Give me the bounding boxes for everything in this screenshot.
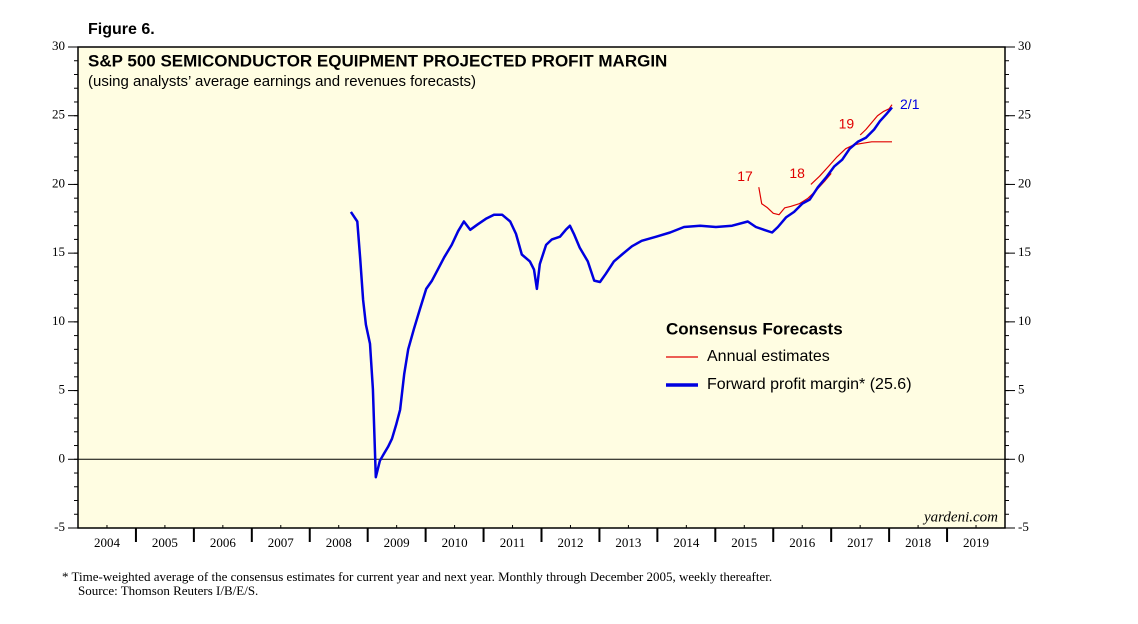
x-tick-label: 2018 (905, 535, 931, 550)
series-label: 18 (789, 165, 805, 181)
series-line (859, 104, 893, 136)
legend-title: Consensus Forecasts (666, 319, 843, 338)
x-tick-label: 2005 (152, 535, 178, 550)
y2-tick-label: 30 (1018, 38, 1031, 53)
footnote: * Time-weighted average of the consensus… (62, 569, 772, 584)
x-tick-label: 2015 (731, 535, 757, 550)
x-tick-label: 2008 (326, 535, 352, 550)
x-tick-label: 2016 (789, 535, 816, 550)
legend-label: Annual estimates (707, 348, 830, 365)
x-tick-label: 2019 (963, 535, 989, 550)
chart-title: S&P 500 SEMICONDUCTOR EQUIPMENT PROJECTE… (88, 51, 667, 70)
x-tick-label: 2014 (673, 535, 700, 550)
y2-tick-label: 0 (1018, 450, 1025, 465)
x-tick-label: 2009 (384, 535, 410, 550)
x-tick-label: 2012 (557, 535, 583, 550)
x-tick-label: 2017 (847, 535, 874, 550)
y2-tick-label: 10 (1018, 313, 1031, 328)
y2-tick-label: -5 (1018, 519, 1029, 534)
y-tick-label: 25 (52, 107, 65, 122)
x-tick-label: 2013 (615, 535, 641, 550)
x-tick-label: 2006 (210, 535, 237, 550)
x-tick-label: 2010 (442, 535, 468, 550)
y2-tick-label: 20 (1018, 175, 1031, 190)
y-tick-label: 30 (52, 38, 65, 53)
y-tick-label: 20 (52, 175, 65, 190)
series-line (810, 141, 892, 185)
series-label: 19 (839, 116, 855, 132)
series-label: 17 (737, 168, 753, 184)
y-tick-label: 0 (59, 450, 66, 465)
y-tick-label: 10 (52, 313, 65, 328)
source-mark: yardeni.com (922, 509, 998, 525)
y-tick-label: -5 (54, 519, 65, 534)
source: Source: Thomson Reuters I/B/E/S. (78, 583, 258, 598)
chart-subtitle: (using analysts’ average earnings and re… (88, 73, 476, 90)
y2-tick-label: 5 (1018, 382, 1025, 397)
series-line (349, 106, 893, 479)
y-tick-label: 5 (59, 382, 66, 397)
x-tick-label: 2004 (94, 535, 121, 550)
y2-tick-label: 25 (1018, 107, 1031, 122)
x-tick-label: 2011 (500, 535, 526, 550)
annotation: 2/1 (900, 96, 920, 112)
y2-tick-label: 15 (1018, 244, 1031, 259)
figure-label: Figure 6. (88, 21, 155, 38)
plot-area (77, 46, 1006, 529)
legend-label: Forward profit margin* (25.6) (707, 376, 912, 393)
x-tick-label: 2007 (268, 535, 295, 550)
y-tick-label: 15 (52, 244, 65, 259)
